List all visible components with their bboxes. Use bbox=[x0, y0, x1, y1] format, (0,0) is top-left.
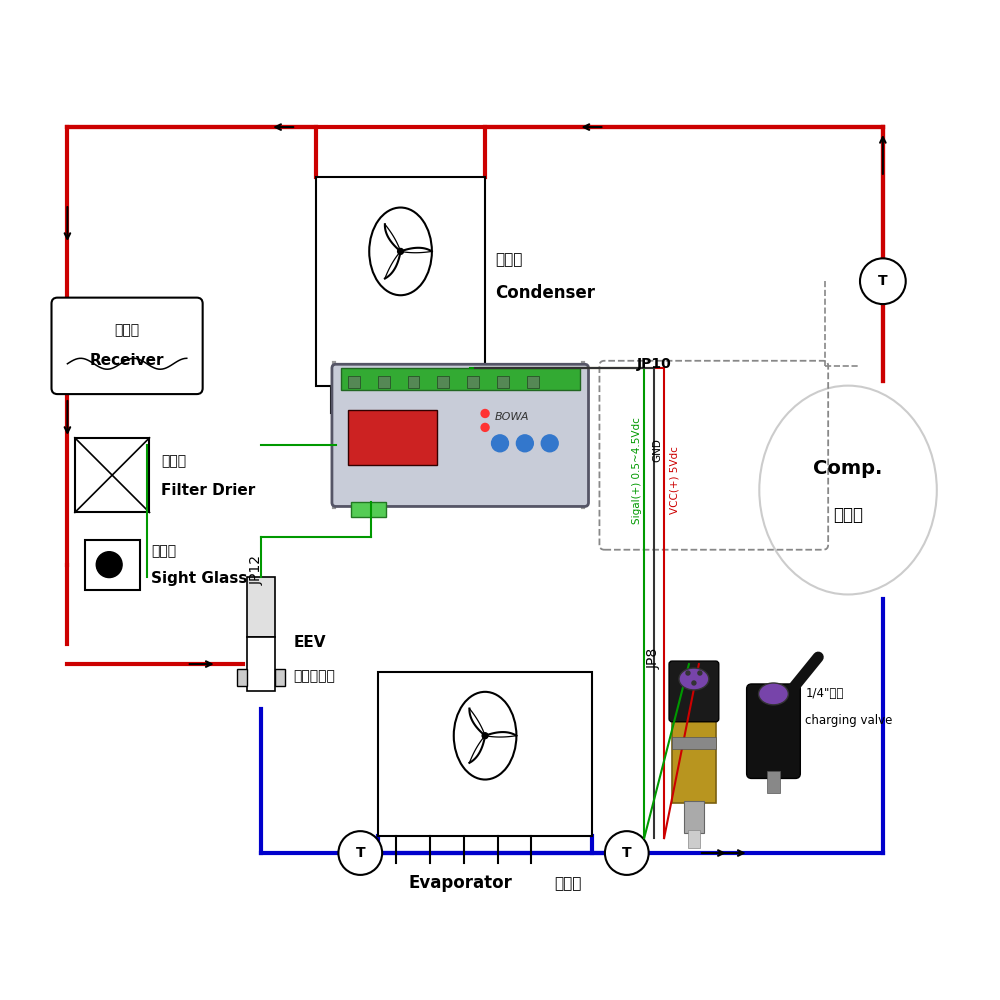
Bar bbox=[467, 376, 479, 388]
Circle shape bbox=[481, 410, 489, 417]
Circle shape bbox=[698, 671, 702, 675]
Ellipse shape bbox=[679, 668, 709, 690]
FancyBboxPatch shape bbox=[332, 364, 589, 506]
Bar bbox=[497, 376, 509, 388]
Text: charging valve: charging valve bbox=[805, 714, 893, 727]
Text: 电子膨胀阀: 电子膨胀阀 bbox=[293, 669, 335, 683]
Bar bbox=[348, 376, 360, 388]
Bar bbox=[247, 637, 275, 691]
Circle shape bbox=[860, 258, 906, 304]
Circle shape bbox=[541, 435, 558, 452]
Text: 压缩机: 压缩机 bbox=[833, 506, 863, 524]
Bar bbox=[437, 376, 449, 388]
Text: EEV: EEV bbox=[293, 635, 326, 650]
Text: 1/4"针阀: 1/4"针阀 bbox=[805, 687, 844, 700]
Text: Sigal(+) 0.5~4.5Vdc: Sigal(+) 0.5~4.5Vdc bbox=[632, 417, 642, 524]
Text: 储液器: 储液器 bbox=[115, 323, 140, 337]
Bar bbox=[672, 737, 716, 749]
Circle shape bbox=[605, 831, 649, 875]
Text: T: T bbox=[622, 846, 632, 860]
Bar bbox=[378, 376, 390, 388]
Circle shape bbox=[481, 423, 489, 431]
Bar bbox=[527, 376, 539, 388]
Text: Sight Glass: Sight Glass bbox=[151, 571, 248, 586]
Bar bbox=[247, 577, 275, 637]
Bar bbox=[316, 177, 485, 386]
Bar bbox=[85, 540, 140, 589]
Bar bbox=[408, 376, 419, 388]
Bar bbox=[767, 771, 780, 793]
Text: VCC(+) 5Vdc: VCC(+) 5Vdc bbox=[669, 446, 679, 514]
Text: T: T bbox=[355, 846, 365, 860]
Bar bbox=[351, 502, 386, 517]
Bar bbox=[275, 669, 285, 686]
Bar bbox=[672, 719, 716, 803]
FancyBboxPatch shape bbox=[747, 684, 800, 778]
FancyBboxPatch shape bbox=[669, 661, 719, 722]
Circle shape bbox=[686, 671, 690, 675]
Circle shape bbox=[338, 831, 382, 875]
Ellipse shape bbox=[759, 683, 788, 705]
Circle shape bbox=[692, 681, 696, 685]
Ellipse shape bbox=[759, 386, 937, 594]
Text: JP8: JP8 bbox=[647, 648, 661, 669]
Bar bbox=[237, 669, 247, 686]
Text: Receiver: Receiver bbox=[90, 353, 164, 368]
Text: JP10: JP10 bbox=[637, 357, 672, 371]
Text: BOWA: BOWA bbox=[495, 412, 530, 422]
Text: 视液镜: 视液镜 bbox=[151, 544, 177, 558]
Bar bbox=[75, 438, 149, 512]
Bar bbox=[684, 801, 704, 833]
Bar bbox=[688, 830, 700, 848]
Circle shape bbox=[96, 552, 122, 578]
Circle shape bbox=[516, 435, 533, 452]
Text: 冷凝器: 冷凝器 bbox=[495, 252, 522, 267]
Circle shape bbox=[482, 733, 488, 739]
Text: Comp.: Comp. bbox=[813, 459, 883, 478]
FancyBboxPatch shape bbox=[52, 298, 203, 394]
Text: Filter Drier: Filter Drier bbox=[161, 483, 256, 498]
Text: JP12: JP12 bbox=[249, 555, 263, 585]
Bar bbox=[348, 410, 437, 465]
Text: GND: GND bbox=[652, 438, 662, 462]
Text: T: T bbox=[878, 274, 888, 288]
Text: 蒸发器: 蒸发器 bbox=[555, 876, 582, 891]
Bar bbox=[341, 368, 580, 390]
Text: Evaporator: Evaporator bbox=[408, 874, 512, 892]
Circle shape bbox=[398, 248, 403, 254]
Text: Condenser: Condenser bbox=[495, 284, 595, 302]
Text: 过滤器: 过滤器 bbox=[161, 454, 187, 468]
Circle shape bbox=[492, 435, 508, 452]
Bar bbox=[378, 672, 592, 836]
